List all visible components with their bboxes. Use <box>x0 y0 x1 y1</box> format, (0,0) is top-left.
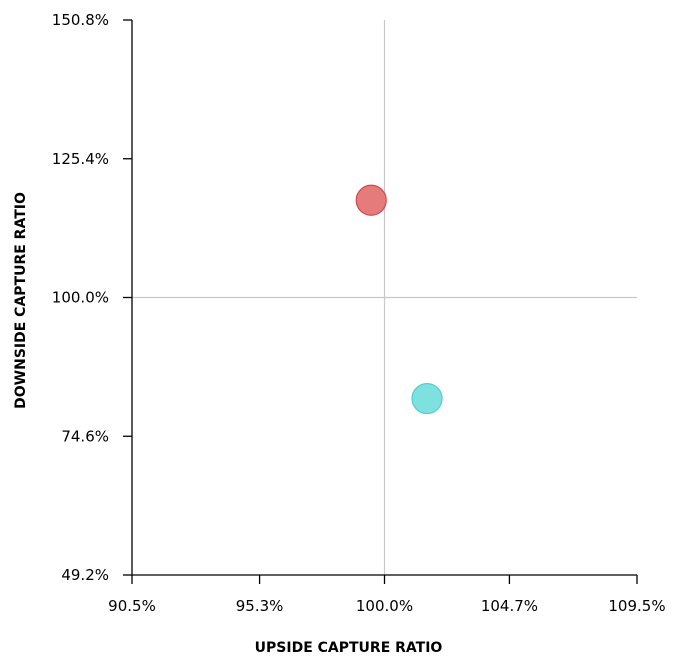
data-points <box>355 184 443 415</box>
x-tick-label: 100.0% <box>356 597 413 615</box>
y-tick-label: 125.4% <box>52 150 109 168</box>
y-tick-label: 100.0% <box>52 289 109 307</box>
y-tick-label: 74.6% <box>61 427 109 445</box>
x-tick-label: 95.3% <box>236 597 284 615</box>
x-tick-label: 109.5% <box>608 597 665 615</box>
y-tick-label: 150.8% <box>52 11 109 29</box>
y-axis-ticks: 49.2% 74.6% 100.0% 125.4% 150.8% <box>52 11 132 584</box>
x-axis-title: UPSIDE CAPTURE RATIO <box>255 640 443 656</box>
y-tick-label: 49.2% <box>61 566 109 584</box>
x-tick-label: 90.5% <box>108 597 156 615</box>
y-axis-title: DOWNSIDE CAPTURE RATIO <box>13 192 29 409</box>
data-point <box>355 184 387 216</box>
data-point <box>411 382 443 415</box>
reference-lines <box>132 20 637 575</box>
x-axis-ticks: 90.5% 95.3% 100.0% 104.7% 109.5% <box>108 575 666 615</box>
x-tick-label: 104.7% <box>481 597 538 615</box>
